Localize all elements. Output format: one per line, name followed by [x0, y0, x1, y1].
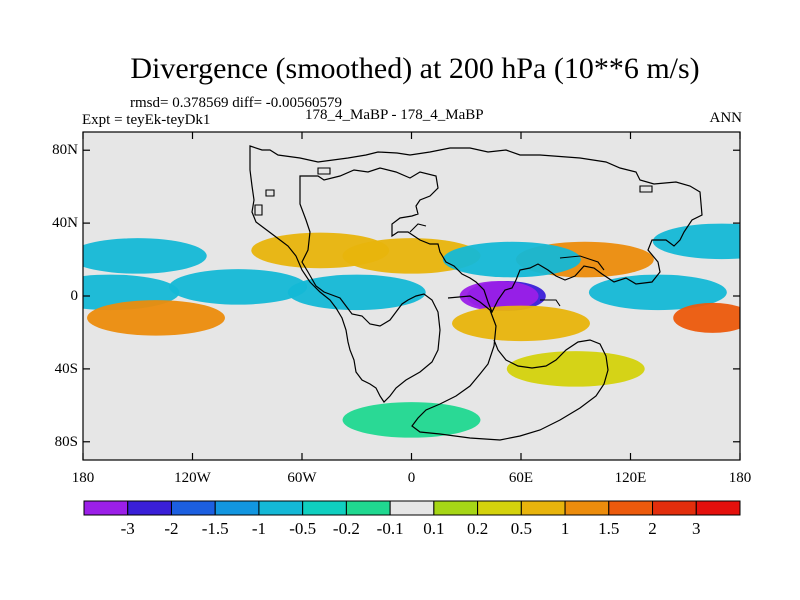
- coastline-south-america-antarctica: [411, 295, 609, 441]
- experiment-label: Expt = teyEk-teyDk1: [82, 112, 211, 128]
- field-cell: [442, 241, 581, 278]
- season-label: ANN: [709, 110, 743, 126]
- stats-label: rmsd= 0.378569 diff= -0.00560579: [130, 95, 343, 111]
- axis-ticks: [82, 132, 741, 460]
- colorbar-level-label: 3: [692, 519, 701, 538]
- colorbar-swatch: [389, 500, 435, 516]
- colorbar-level-label: -0.2: [332, 519, 360, 538]
- y-tick-label: 80S: [54, 433, 78, 450]
- y-tick-label: 80N: [52, 142, 78, 159]
- x-tick-label: 120E: [614, 470, 647, 486]
- colorbar-level-label: 1: [560, 519, 570, 538]
- field-cell: [87, 300, 225, 336]
- colorbar-swatch: [127, 500, 172, 516]
- field-cell: [506, 351, 645, 387]
- colorbar-swatch: [170, 500, 216, 516]
- y-tick-label: 0: [70, 288, 79, 304]
- colorbar-swatch: [345, 500, 391, 516]
- colorbar-swatch: [695, 500, 741, 516]
- colorbar-level-label: 0.1: [423, 519, 445, 538]
- field-cell: [287, 274, 426, 311]
- field-cell: [588, 274, 727, 311]
- colorbar-swatch: [83, 500, 129, 516]
- colorbar-swatch: [520, 500, 566, 516]
- x-tick-label: 120W: [174, 470, 211, 486]
- colorbar-level-label: 0.2: [466, 519, 489, 538]
- case-label: 178_4_MaBP - 178_4_MaBP: [305, 107, 484, 123]
- coastline: [249, 145, 703, 441]
- x-tick-label: 60E: [508, 470, 534, 486]
- field-cell: [452, 305, 590, 342]
- coastline-islands: [254, 167, 653, 307]
- field-cell: [673, 302, 740, 333]
- colorbar-swatch: [652, 500, 697, 516]
- colorbar: [83, 500, 741, 516]
- colorbar-level-label: -0.1: [376, 519, 404, 538]
- colorbar-level-label: -3: [120, 519, 135, 538]
- x-tick-label: 0: [407, 470, 416, 486]
- x-tick-label: 180: [71, 470, 95, 486]
- y-tick-label: 40N: [52, 215, 78, 232]
- colorbar-swatch: [477, 500, 522, 516]
- field-cell: [652, 223, 740, 260]
- x-tick-label: 60W: [287, 470, 317, 486]
- colorbar-level-label: -0.5: [289, 519, 317, 538]
- colorbar-swatch: [258, 500, 304, 516]
- colorbar-swatch: [302, 500, 347, 516]
- colorbar-swatch: [608, 500, 654, 516]
- colorbar-level-label: 0.5: [510, 519, 532, 538]
- field-cell: [342, 402, 481, 438]
- colorbar-level-label: 1.5: [598, 519, 620, 538]
- colorbar-level-label: 2: [648, 519, 657, 538]
- coastline-africa-eurasia: [249, 145, 703, 403]
- divergence-field: [83, 132, 740, 460]
- colorbar-level-label: -1.5: [201, 519, 229, 538]
- x-tick-label: 180: [728, 470, 752, 486]
- colorbar-level-label: -1: [251, 519, 266, 538]
- colorbar-level-label: -2: [164, 519, 179, 538]
- y-tick-label: 40S: [54, 360, 78, 377]
- colorbar-swatch: [214, 500, 260, 516]
- field-cell: [459, 280, 539, 312]
- chart-title: Divergence (smoothed) at 200 hPa (10**6 …: [130, 52, 700, 85]
- field-cell: [83, 238, 207, 274]
- colorbar-swatch: [433, 500, 479, 516]
- colorbar-swatch: [564, 500, 610, 516]
- field-cell: [169, 269, 308, 305]
